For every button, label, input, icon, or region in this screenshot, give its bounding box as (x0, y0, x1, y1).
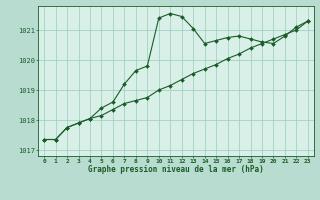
X-axis label: Graphe pression niveau de la mer (hPa): Graphe pression niveau de la mer (hPa) (88, 165, 264, 174)
